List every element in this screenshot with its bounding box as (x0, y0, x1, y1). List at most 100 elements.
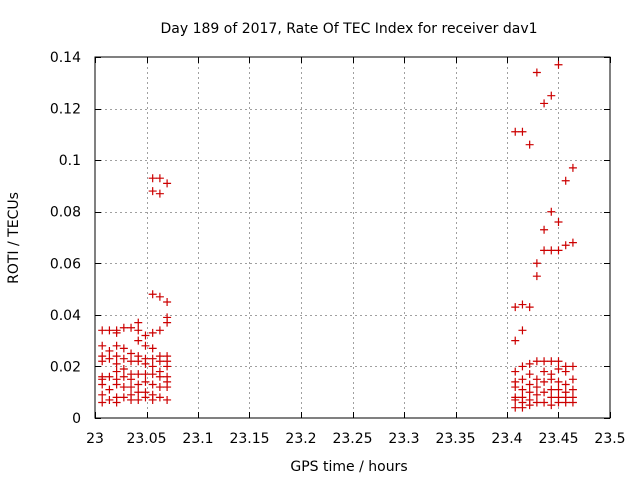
data-point (525, 303, 534, 312)
data-point (112, 328, 121, 337)
x-tick-label: 23.3 (388, 431, 419, 447)
data-point (163, 383, 172, 392)
y-axis-label: ROTI / TECUs (6, 192, 22, 284)
data-point (134, 357, 143, 366)
data-point (568, 163, 577, 172)
data-point (141, 370, 150, 379)
data-point (518, 300, 527, 309)
data-point (119, 372, 128, 381)
data-point (568, 398, 577, 407)
y-tick-label: 0.08 (50, 205, 81, 221)
data-point (141, 359, 150, 368)
data-point (532, 390, 541, 399)
data-point (134, 380, 143, 389)
data-point (148, 395, 157, 404)
data-point (119, 393, 128, 402)
data-point (98, 380, 107, 389)
data-point (148, 174, 157, 183)
data-point (540, 99, 549, 108)
chart-title: Day 189 of 2017, Rate Of TEC Index for r… (160, 21, 537, 37)
data-point (568, 385, 577, 394)
data-point (511, 403, 520, 412)
data-point (119, 354, 128, 363)
data-point (532, 259, 541, 268)
data-point (561, 241, 570, 250)
data-point (547, 207, 556, 216)
data-point (511, 395, 520, 404)
data-point (532, 272, 541, 281)
data-point (532, 383, 541, 392)
data-point (163, 318, 172, 327)
data-point (155, 383, 164, 392)
data-point (155, 326, 164, 335)
x-tick-label: 23.1 (182, 431, 213, 447)
axis-ticks: 23 23.05 23.1 23.15 23.2 23.25 23.3 23.35 23.4 23… (50, 50, 626, 447)
data-point (141, 341, 150, 350)
data-point (561, 367, 570, 376)
data-point (554, 365, 563, 374)
data-point (155, 189, 164, 198)
data-point (98, 398, 107, 407)
data-point (547, 393, 556, 402)
data-point (511, 336, 520, 345)
data-point (119, 383, 128, 392)
data-point (525, 401, 534, 410)
data-point (148, 344, 157, 353)
data-point (518, 127, 527, 136)
data-point (134, 336, 143, 345)
data-point (134, 370, 143, 379)
x-tick-label: 23.4 (491, 431, 522, 447)
data-point (554, 385, 563, 394)
grid-lines (95, 57, 610, 418)
data-point (148, 187, 157, 196)
data-point (98, 390, 107, 399)
data-point (532, 398, 541, 407)
data-point (112, 398, 121, 407)
data-point (511, 383, 520, 392)
x-tick-label: 23.35 (435, 431, 475, 447)
data-point (511, 303, 520, 312)
data-point (561, 380, 570, 389)
data-point (105, 354, 114, 363)
x-tick-label: 23.05 (126, 431, 166, 447)
data-point (518, 385, 527, 394)
data-point (127, 357, 136, 366)
data-point (105, 372, 114, 381)
data-point (127, 395, 136, 404)
data-point (532, 375, 541, 384)
data-point (112, 359, 121, 368)
data-point (112, 380, 121, 389)
data-point (518, 375, 527, 384)
data-point (554, 357, 563, 366)
data-point (127, 349, 136, 358)
data-point (119, 365, 128, 374)
data-point (134, 388, 143, 397)
data-point (98, 341, 107, 350)
data-point (561, 398, 570, 407)
data-point (554, 377, 563, 386)
data-point (141, 331, 150, 340)
data-point (547, 375, 556, 384)
data-point (134, 326, 143, 335)
data-points (98, 60, 577, 412)
data-point (155, 292, 164, 301)
y-tick-label: 0.1 (59, 153, 81, 169)
data-point (568, 375, 577, 384)
x-tick-label: 23.15 (229, 431, 269, 447)
data-point (127, 383, 136, 392)
y-tick-label: 0 (72, 411, 81, 427)
data-point (155, 393, 164, 402)
data-point (134, 318, 143, 327)
x-tick-label: 23.45 (538, 431, 578, 447)
x-tick-label: 23.2 (285, 431, 316, 447)
data-point (148, 370, 157, 379)
data-point (540, 388, 549, 397)
y-tick-label: 0.02 (50, 359, 81, 375)
x-tick-label: 23.5 (594, 431, 625, 447)
data-point (163, 297, 172, 306)
data-point (127, 375, 136, 384)
data-point (525, 380, 534, 389)
data-point (554, 246, 563, 255)
data-point (568, 238, 577, 247)
x-tick-label: 23 (86, 431, 104, 447)
